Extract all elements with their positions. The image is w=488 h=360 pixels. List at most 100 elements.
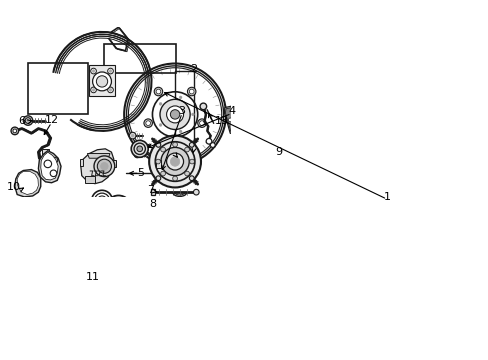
Circle shape <box>275 127 279 130</box>
Circle shape <box>159 123 162 126</box>
Circle shape <box>91 68 96 74</box>
Polygon shape <box>81 149 114 184</box>
Polygon shape <box>150 189 155 195</box>
Circle shape <box>184 147 189 152</box>
Circle shape <box>191 113 194 116</box>
Circle shape <box>210 143 215 147</box>
Circle shape <box>145 121 150 126</box>
Circle shape <box>50 170 57 177</box>
Polygon shape <box>17 171 39 194</box>
Polygon shape <box>84 176 95 183</box>
Text: 3: 3 <box>178 106 185 116</box>
Circle shape <box>29 184 36 191</box>
Circle shape <box>109 89 112 91</box>
Circle shape <box>166 153 183 170</box>
Circle shape <box>291 116 295 120</box>
Circle shape <box>42 158 49 165</box>
Circle shape <box>97 159 111 173</box>
Circle shape <box>154 87 163 96</box>
Circle shape <box>254 118 258 122</box>
Circle shape <box>52 157 58 163</box>
Circle shape <box>200 103 206 110</box>
Polygon shape <box>224 105 243 134</box>
Polygon shape <box>39 151 61 183</box>
Circle shape <box>136 142 142 148</box>
Circle shape <box>189 176 194 181</box>
Polygon shape <box>244 108 260 133</box>
Circle shape <box>109 69 112 72</box>
Circle shape <box>206 139 211 144</box>
Circle shape <box>134 151 141 158</box>
Circle shape <box>172 140 177 145</box>
Circle shape <box>97 196 106 205</box>
Circle shape <box>136 153 139 156</box>
Circle shape <box>149 136 201 188</box>
Circle shape <box>92 89 95 91</box>
Circle shape <box>111 202 125 216</box>
Circle shape <box>143 119 152 127</box>
Circle shape <box>197 119 206 127</box>
Circle shape <box>26 119 29 122</box>
Circle shape <box>247 119 250 123</box>
Circle shape <box>166 106 183 123</box>
Circle shape <box>159 103 162 105</box>
Text: 8: 8 <box>149 199 156 209</box>
Circle shape <box>233 125 237 129</box>
Polygon shape <box>271 108 286 133</box>
Circle shape <box>156 89 161 94</box>
Circle shape <box>131 134 134 137</box>
Text: 1: 1 <box>383 192 390 202</box>
Text: 13: 13 <box>215 117 229 126</box>
Circle shape <box>161 147 189 176</box>
Circle shape <box>138 144 141 147</box>
Polygon shape <box>89 65 115 95</box>
Circle shape <box>179 130 182 133</box>
Circle shape <box>193 189 199 195</box>
Circle shape <box>91 87 96 93</box>
Circle shape <box>156 176 161 181</box>
Polygon shape <box>87 153 110 158</box>
Circle shape <box>187 87 196 96</box>
Circle shape <box>172 176 177 181</box>
Circle shape <box>92 72 111 91</box>
Circle shape <box>156 143 161 147</box>
Text: 6: 6 <box>19 117 25 126</box>
Circle shape <box>44 160 52 168</box>
Circle shape <box>137 146 142 152</box>
Text: 10: 10 <box>7 183 21 193</box>
Circle shape <box>156 159 160 164</box>
Circle shape <box>189 159 194 164</box>
Circle shape <box>94 156 115 177</box>
Circle shape <box>299 118 303 122</box>
Text: 12: 12 <box>44 114 59 125</box>
Circle shape <box>161 147 165 152</box>
Bar <box>28 63 88 114</box>
Circle shape <box>160 99 190 130</box>
Polygon shape <box>156 160 161 168</box>
Circle shape <box>235 116 239 120</box>
Polygon shape <box>15 170 41 197</box>
Bar <box>104 44 176 73</box>
Text: 4: 4 <box>227 106 235 116</box>
Text: 11: 11 <box>85 272 100 282</box>
Polygon shape <box>288 105 306 134</box>
Polygon shape <box>244 107 261 135</box>
Polygon shape <box>225 107 242 132</box>
Circle shape <box>92 69 95 72</box>
Text: 5: 5 <box>137 168 143 178</box>
Circle shape <box>184 171 189 176</box>
Circle shape <box>129 132 136 139</box>
Circle shape <box>107 68 113 74</box>
Circle shape <box>21 179 29 186</box>
Circle shape <box>131 140 148 157</box>
Polygon shape <box>80 159 83 166</box>
Circle shape <box>161 171 165 176</box>
Text: 2: 2 <box>190 64 197 74</box>
Circle shape <box>11 127 19 135</box>
Circle shape <box>172 142 177 147</box>
Circle shape <box>179 96 182 99</box>
Circle shape <box>170 139 179 147</box>
Circle shape <box>13 129 17 133</box>
Circle shape <box>189 143 194 147</box>
Circle shape <box>293 125 297 129</box>
